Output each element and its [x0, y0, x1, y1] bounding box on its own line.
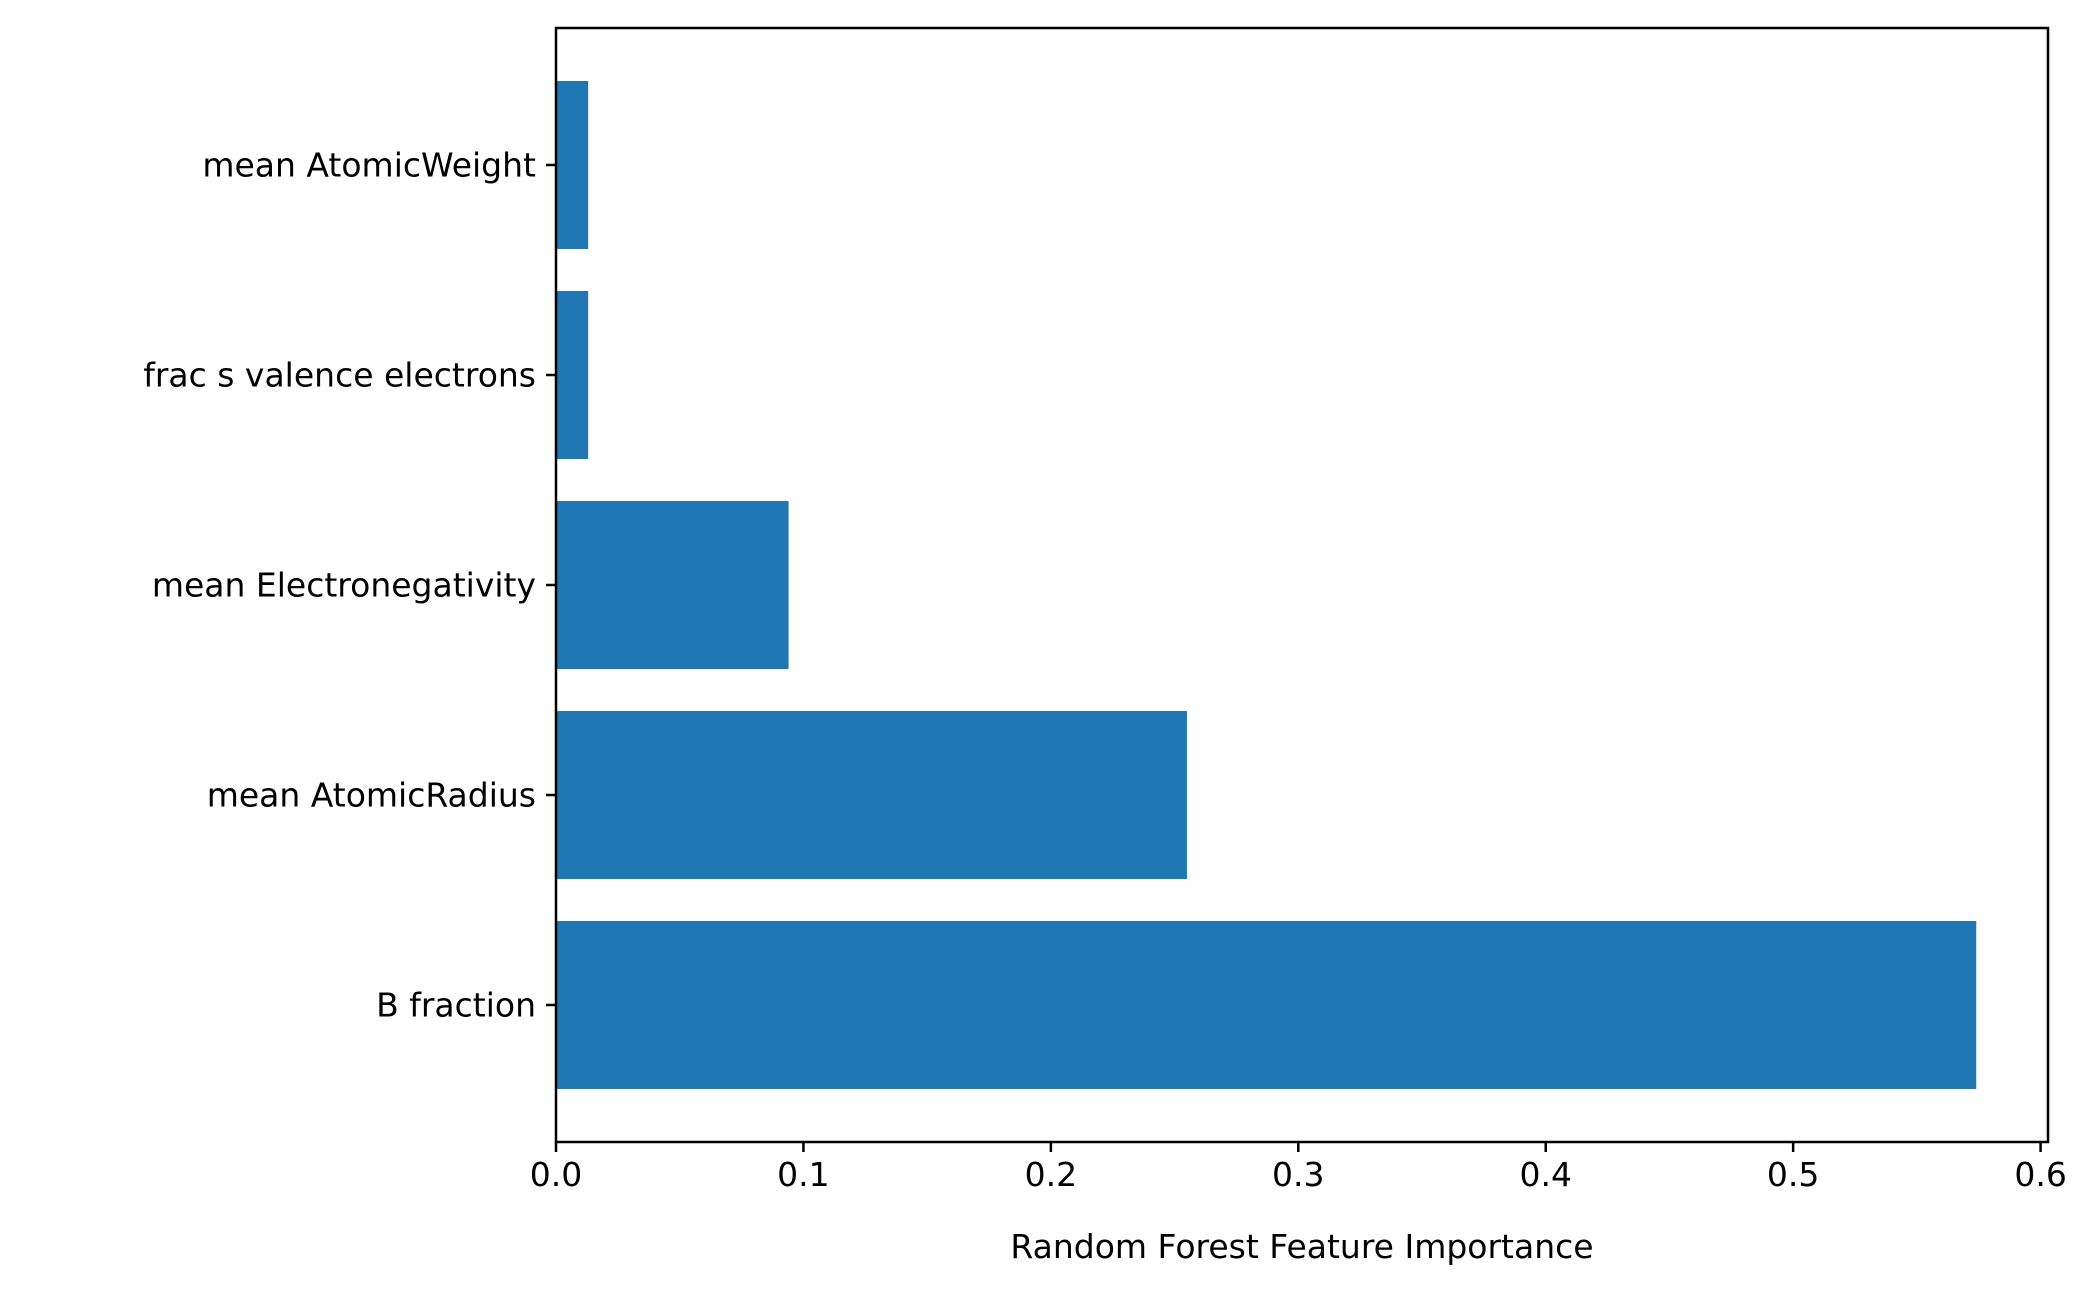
- y-tick-label: mean AtomicRadius: [207, 776, 536, 815]
- y-tick-label: mean Electronegativity: [152, 566, 536, 605]
- y-tick-label: frac s valence electrons: [143, 356, 536, 395]
- ticks-layer: B fraction mean AtomicRadius mean Electron…: [143, 146, 2067, 1195]
- x-tick-label: 0.6: [2014, 1155, 2066, 1194]
- bar-frac-s-valence-electrons: [556, 291, 589, 459]
- bars-layer: [556, 81, 1977, 1089]
- bar-mean-atomicradius: [556, 711, 1187, 879]
- x-axis-title: Random Forest Feature Importance: [1010, 1227, 1593, 1266]
- x-tick-label: 0.2: [1025, 1155, 1077, 1194]
- y-tick-label: mean AtomicWeight: [202, 146, 536, 185]
- x-tick-label: 0.0: [530, 1155, 582, 1194]
- bar-mean-electronegativity: [556, 501, 789, 669]
- x-tick-label: 0.1: [777, 1155, 829, 1194]
- x-tick-label: 0.3: [1272, 1155, 1324, 1194]
- y-tick-label: B fraction: [376, 986, 536, 1025]
- x-tick-label: 0.4: [1519, 1155, 1571, 1194]
- x-tick-label: 0.5: [1767, 1155, 1819, 1194]
- bar-b-fraction: [556, 921, 1977, 1089]
- bar-mean-atomicweight: [556, 81, 589, 249]
- plot-frame: [554, 26, 2050, 1144]
